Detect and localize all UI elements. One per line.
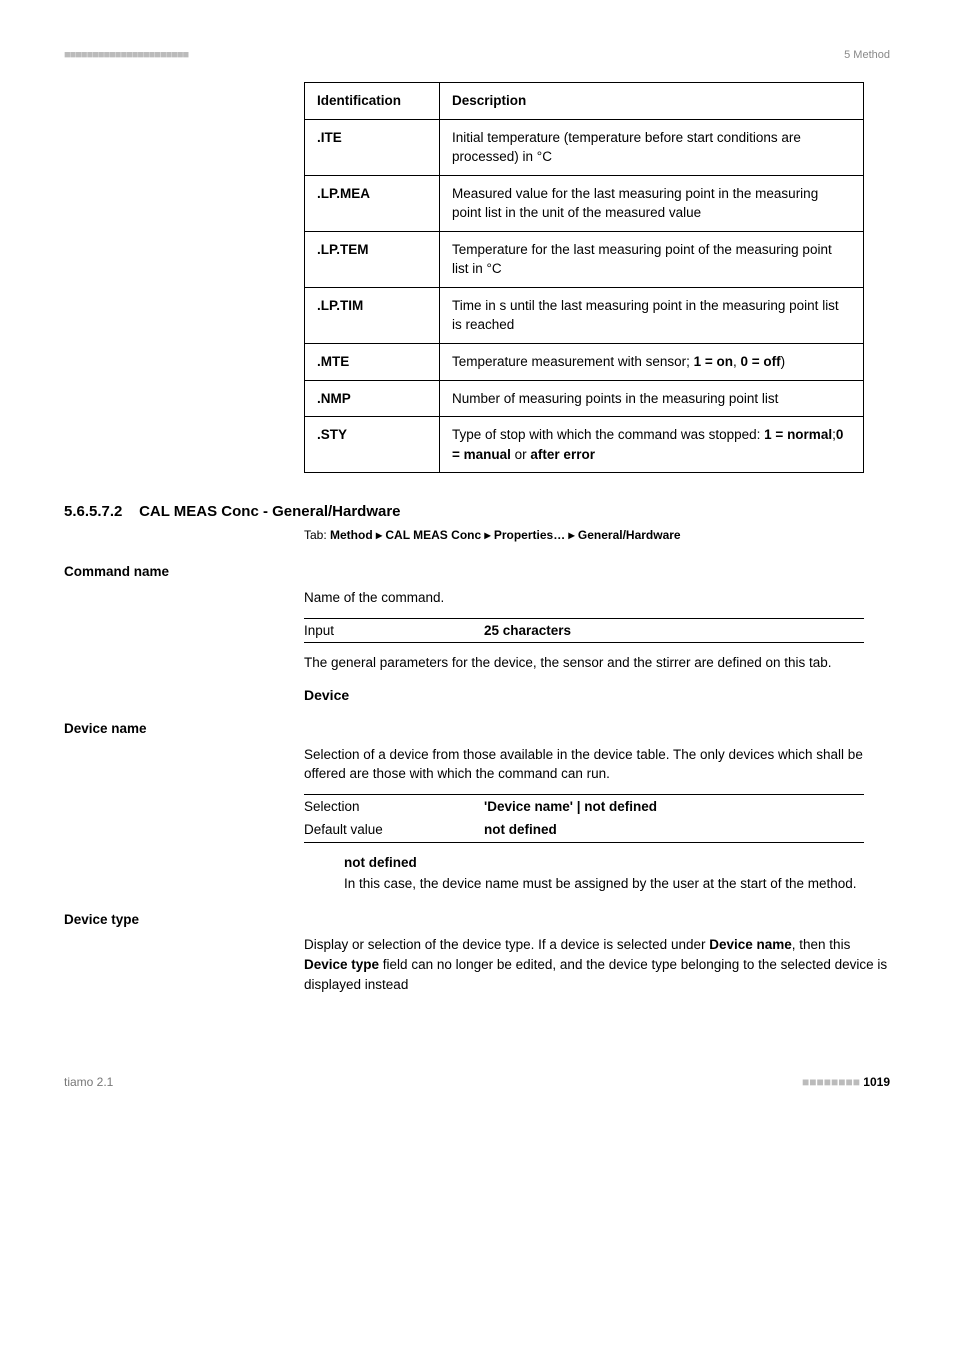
table-cell-desc: Temperature for the last measuring point…	[440, 231, 864, 287]
device-type-mid: , then this	[792, 937, 851, 952]
table-cell-id: .LP.TEM	[305, 231, 440, 287]
device-type-para: Display or selection of the device type.…	[304, 935, 890, 994]
table-row: .ITEInitial temperature (temperature bef…	[305, 119, 864, 175]
section-title: CAL MEAS Conc - General/Hardware	[139, 503, 400, 520]
command-name-para: The general parameters for the device, t…	[304, 653, 890, 673]
input-label: Input	[304, 619, 484, 643]
command-name-desc: Name of the command.	[304, 588, 890, 608]
table-cell-id: .STY	[305, 417, 440, 473]
not-defined-note: not defined In this case, the device nam…	[344, 853, 890, 894]
table-cell-id: .ITE	[305, 119, 440, 175]
device-type-label: Device type	[64, 910, 890, 930]
table-row: .STYType of stop with which the command …	[305, 417, 864, 473]
table-head-id: Identification	[305, 82, 440, 119]
footer-dashes: ■■■■■■■■	[802, 1075, 860, 1089]
selection-value: 'Device name' | not defined	[484, 795, 864, 819]
table-cell-desc: Time in s until the last measuring point…	[440, 287, 864, 343]
tab-path-text: Method ▸ CAL MEAS Conc ▸ Properties… ▸ G…	[330, 528, 681, 542]
table-head-desc: Description	[440, 82, 864, 119]
identification-table: Identification Description .ITEInitial t…	[304, 82, 864, 473]
table-cell-desc: Measured value for the last measuring po…	[440, 175, 864, 231]
table-cell-desc: Type of stop with which the command was …	[440, 417, 864, 473]
device-type-b2: Device type	[304, 957, 379, 972]
device-name-label: Device name	[64, 719, 890, 739]
device-name-spec: Selection 'Device name' | not defined De…	[304, 794, 864, 843]
device-heading: Device	[304, 685, 890, 705]
table-row: .LP.TIMTime in s until the last measurin…	[305, 287, 864, 343]
table-cell-id: .NMP	[305, 380, 440, 417]
note-body: In this case, the device name must be as…	[344, 874, 890, 894]
selection-label: Selection	[304, 795, 484, 819]
table-row: .LP.MEAMeasured value for the last measu…	[305, 175, 864, 231]
table-cell-desc: Number of measuring points in the measur…	[440, 380, 864, 417]
table-row: .MTETemperature measurement with sensor;…	[305, 344, 864, 381]
header-dashes: ■■■■■■■■■■■■■■■■■■■■■■	[64, 48, 188, 64]
input-spec: Input 25 characters	[304, 618, 864, 644]
default-value: not defined	[484, 818, 864, 842]
command-name-label: Command name	[64, 562, 890, 582]
note-head: not defined	[344, 853, 890, 873]
section-heading: 5.6.5.7.2 CAL MEAS Conc - General/Hardwa…	[64, 501, 890, 523]
table-cell-id: .MTE	[305, 344, 440, 381]
page-header: ■■■■■■■■■■■■■■■■■■■■■■ 5 Method	[64, 48, 890, 64]
device-name-para: Selection of a device from those availab…	[304, 745, 890, 784]
input-value: 25 characters	[484, 619, 864, 643]
device-type-tail: field can no longer be edited, and the d…	[304, 957, 887, 992]
table-cell-id: .LP.MEA	[305, 175, 440, 231]
table-row: .LP.TEMTemperature for the last measurin…	[305, 231, 864, 287]
default-label: Default value	[304, 818, 484, 842]
chapter-label: 5 Method	[844, 48, 890, 64]
footer-product: tiamo 2.1	[64, 1074, 113, 1091]
identification-table-wrap: Identification Description .ITEInitial t…	[304, 82, 890, 473]
footer-page: 1019	[863, 1075, 890, 1089]
table-cell-id: .LP.TIM	[305, 287, 440, 343]
page-footer: tiamo 2.1 ■■■■■■■■ 1019	[64, 1074, 890, 1091]
device-type-pre: Display or selection of the device type.…	[304, 937, 709, 952]
table-cell-desc: Temperature measurement with sensor; 1 =…	[440, 344, 864, 381]
table-row: .NMPNumber of measuring points in the me…	[305, 380, 864, 417]
tab-label: Tab:	[304, 528, 330, 542]
device-type-b1: Device name	[709, 937, 792, 952]
section-number: 5.6.5.7.2	[64, 503, 122, 520]
tab-path: Tab: Method ▸ CAL MEAS Conc ▸ Properties…	[304, 527, 890, 544]
table-cell-desc: Initial temperature (temperature before …	[440, 119, 864, 175]
